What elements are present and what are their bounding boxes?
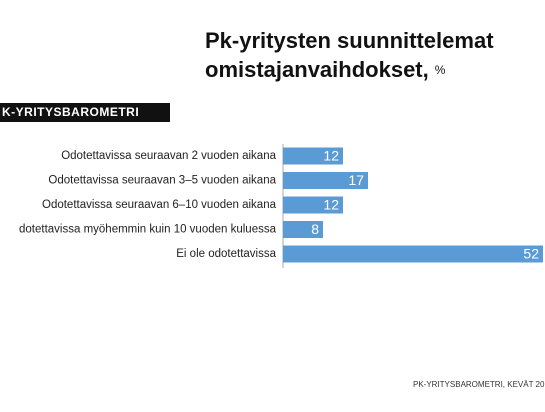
value-label: 52: [523, 246, 539, 262]
bar: [283, 172, 368, 189]
banner-box: [0, 103, 170, 122]
bar: [283, 245, 543, 263]
category-label: Odotettavissa seuraavan 2 vuoden aikana: [61, 150, 276, 162]
bar: [283, 196, 343, 214]
value-label: 12: [323, 197, 339, 213]
category-label: dotettavissa myöhemmin kuin 10 vuoden ku…: [19, 224, 277, 236]
category-label: Odotettavissa seuraavan 3–5 vuoden aikan…: [48, 175, 276, 187]
category-label: Ei ole odotettavissa: [176, 248, 276, 260]
banner: K-YRITYSBAROMETRI: [2, 105, 139, 119]
value-label: 8: [311, 221, 319, 237]
value-label: 12: [323, 148, 339, 164]
chart-title: omistajanvaihdokset,%: [205, 57, 446, 82]
bar: [283, 147, 343, 165]
category-label: Odotettavissa seuraavan 6–10 vuoden aika…: [42, 199, 277, 211]
unit: %: [435, 63, 446, 77]
bar: [283, 221, 323, 238]
chart-title: Pk-yritysten suunnittelemat: [205, 28, 494, 53]
source: PK-YRITYSBAROMETRI, KEVÄT 20: [413, 380, 545, 389]
value-label: 17: [348, 172, 364, 188]
chart-title-line: omistajanvaihdokset,: [205, 57, 429, 82]
